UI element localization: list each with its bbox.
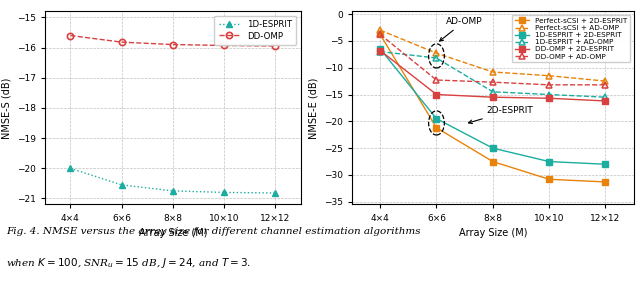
Text: when $K = 100$, SNR$_u = 15$ dB, $J = 24$, and $T = 3$.: when $K = 100$, SNR$_u = 15$ dB, $J = 24… [6,256,252,270]
1D-ESPRIT + AD-OMP [602,95,609,99]
Y-axis label: NMSE-S (dB): NMSE-S (dB) [1,77,12,139]
Perfect-sCSI + 2D-ESPRIT [602,180,609,184]
1D-ESPRIT + AD-OMP [489,90,497,93]
DD-OMP + AD-OMP [489,80,497,84]
DD-OMP + AD-OMP [545,83,553,87]
DD-OMP [271,44,279,48]
Perfect-sCSI + AD-OMP [433,51,440,55]
Line: Perfect-sCSI + AD-OMP: Perfect-sCSI + AD-OMP [377,27,609,84]
1D-ESPRIT + AD-OMP [433,56,440,60]
Perfect-sCSI + 2D-ESPRIT [376,33,384,36]
DD-OMP + 2D-ESPRIT [376,49,384,52]
Line: DD-OMP + 2D-ESPRIT: DD-OMP + 2D-ESPRIT [378,48,608,104]
Perfect-sCSI + AD-OMP [545,74,553,78]
Text: Fig. 4. NMSE versus the array size for different channel estimation algorithms: Fig. 4. NMSE versus the array size for d… [6,227,421,236]
Text: AD-OMP: AD-OMP [440,17,483,41]
1D-ESPRIT [67,167,74,170]
1D-ESPRIT [220,191,228,194]
DD-OMP [169,43,177,46]
Perfect-sCSI + 2D-ESPRIT [545,178,553,181]
1D-ESPRIT + AD-OMP [545,93,553,96]
Line: 1D-ESPRIT + 2D-ESPRIT: 1D-ESPRIT + 2D-ESPRIT [378,46,608,167]
Line: 1D-ESPRIT: 1D-ESPRIT [67,165,278,196]
1D-ESPRIT + 2D-ESPRIT [602,162,609,166]
1D-ESPRIT [118,183,125,187]
DD-OMP + 2D-ESPRIT [602,99,609,103]
Legend: Perfect-sCSI + 2D-ESPRIT, Perfect-sCSI + AD-OMP, 1D-ESPRIT + 2D-ESPRIT, 1D-ESPRI: Perfect-sCSI + 2D-ESPRIT, Perfect-sCSI +… [512,15,630,62]
Perfect-sCSI + 2D-ESPRIT [433,126,440,130]
1D-ESPRIT + AD-OMP [376,50,384,53]
DD-OMP + AD-OMP [376,33,384,36]
Perfect-sCSI + AD-OMP [376,28,384,32]
DD-OMP + 2D-ESPRIT [433,93,440,96]
DD-OMP + AD-OMP [602,83,609,87]
Text: 2D-ESPRIT: 2D-ESPRIT [468,106,533,124]
Line: Perfect-sCSI + 2D-ESPRIT: Perfect-sCSI + 2D-ESPRIT [378,32,608,185]
X-axis label: Array Size (M): Array Size (M) [458,228,527,238]
X-axis label: Array Size (M): Array Size (M) [138,228,207,238]
Perfect-sCSI + 2D-ESPRIT [489,160,497,163]
Y-axis label: NMSE-E (dB): NMSE-E (dB) [308,77,319,139]
DD-OMP + 2D-ESPRIT [489,95,497,99]
DD-OMP [67,34,74,37]
1D-ESPRIT + 2D-ESPRIT [433,117,440,120]
1D-ESPRIT + 2D-ESPRIT [376,47,384,51]
Legend: 1D-ESPRIT, DD-OMP: 1D-ESPRIT, DD-OMP [214,16,296,45]
Perfect-sCSI + AD-OMP [602,80,609,83]
DD-OMP + 2D-ESPRIT [545,97,553,100]
1D-ESPRIT [271,191,279,195]
DD-OMP + AD-OMP [433,78,440,82]
1D-ESPRIT + 2D-ESPRIT [489,147,497,150]
DD-OMP [118,40,125,44]
1D-ESPRIT + 2D-ESPRIT [545,160,553,163]
Line: 1D-ESPRIT + AD-OMP: 1D-ESPRIT + AD-OMP [377,49,609,100]
Line: DD-OMP + AD-OMP: DD-OMP + AD-OMP [377,31,609,88]
Perfect-sCSI + AD-OMP [489,70,497,74]
DD-OMP [220,44,228,47]
1D-ESPRIT [169,189,177,193]
Line: DD-OMP: DD-OMP [67,32,278,49]
